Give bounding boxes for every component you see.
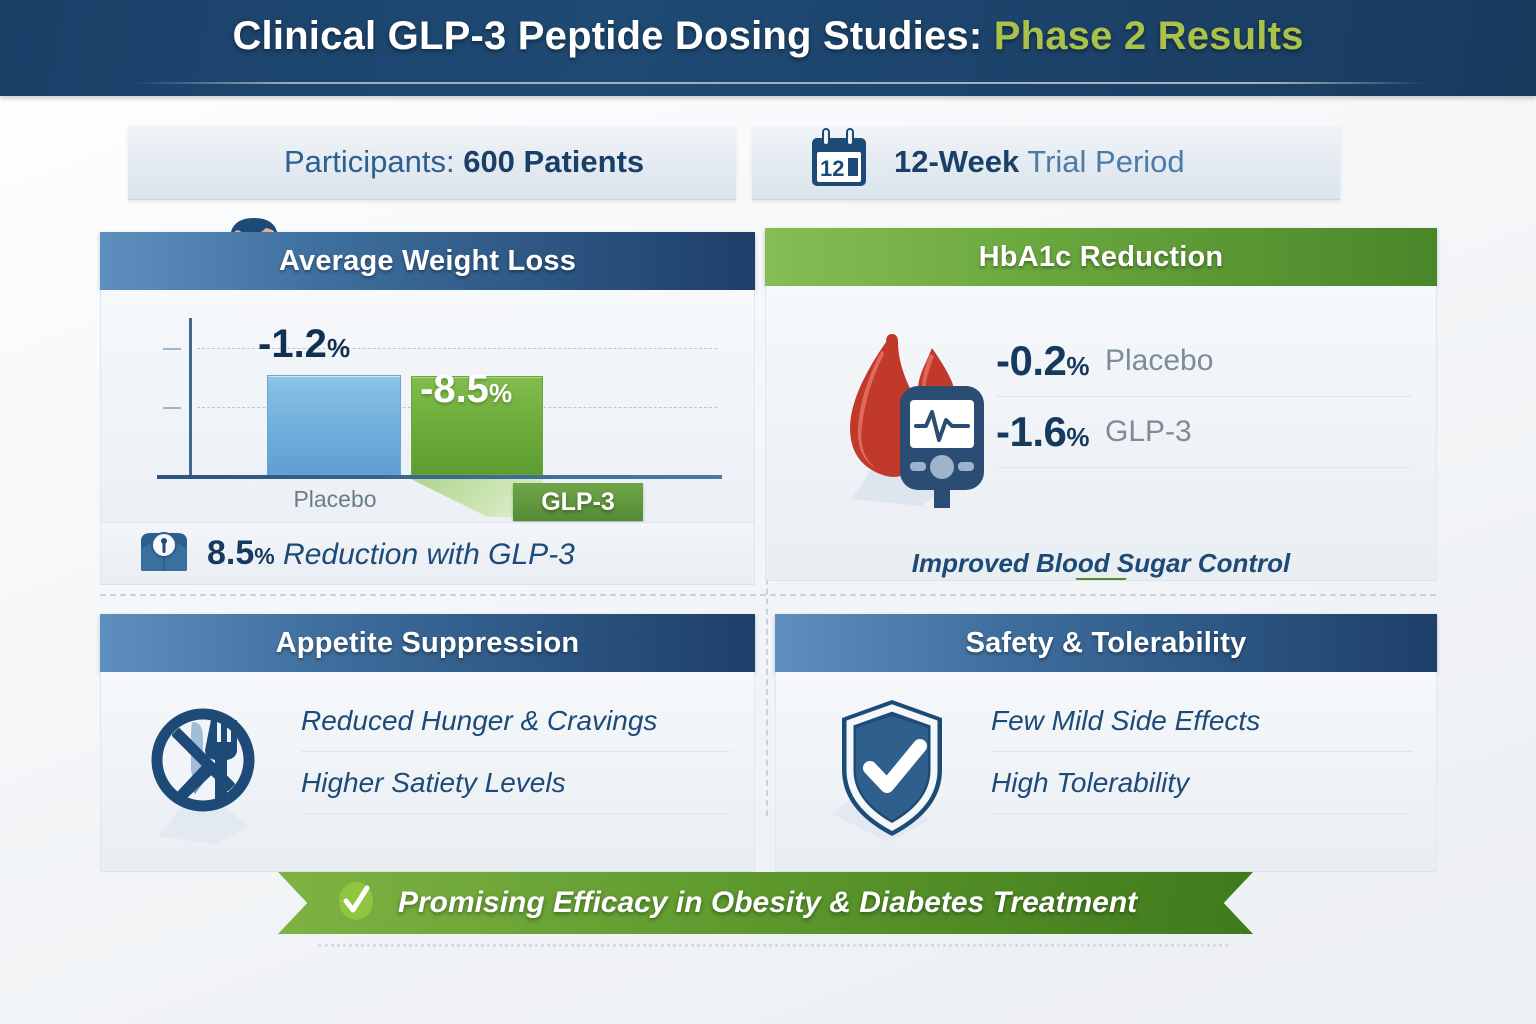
no-food-icon: [141, 694, 273, 844]
chart-y-axis: [189, 318, 192, 476]
bar-pct-placebo: %: [326, 333, 351, 363]
down-arrow-icon: [1075, 578, 1127, 580]
hba1c-group-glp3: GLP-3: [1105, 415, 1192, 448]
hba1c-num-glp3: -1.6: [996, 408, 1067, 455]
hba1c-value-glp3: -1.6%: [996, 408, 1089, 456]
weight-scale-icon: [137, 529, 191, 578]
weight-loss-bar-chart: -1.2% -8.5% Placebo GLP-3: [101, 290, 754, 522]
panel-header-hba1c: HbA1c Reduction: [765, 228, 1437, 286]
bar-label-placebo: -1.2%: [258, 322, 350, 367]
bar-category-glp3: GLP-3: [513, 483, 643, 521]
calendar-icon: 12: [806, 127, 872, 197]
panel-average-weight-loss: Average Weight Loss -1.2% -8.5% Placebo …: [100, 232, 755, 585]
participants-lead: Participants:: [284, 144, 464, 179]
page-title-accent: Phase 2 Results: [993, 14, 1304, 58]
weight-footer-pct: %: [254, 543, 275, 569]
panel-header-safety: Safety & Tolerability: [775, 614, 1437, 672]
chart-tick-1: [163, 348, 181, 350]
page-title-main: Clinical GLP-3 Peptide Dosing Studies:: [232, 14, 983, 58]
page-title: Clinical GLP-3 Peptide Dosing Studies: P…: [0, 14, 1536, 59]
shield-check-icon: [826, 694, 958, 844]
trial-period-label: 12-Week Trial Period: [894, 144, 1185, 180]
chart-x-axis: [157, 475, 722, 479]
bar-label-glp3: -8.5%: [420, 367, 512, 412]
panel-title-appetite: Appetite Suppression: [275, 626, 580, 659]
hba1c-group-placebo: Placebo: [1105, 344, 1214, 377]
panel-header-appetite: Appetite Suppression: [100, 614, 755, 672]
appetite-list: Reduced Hunger & Cravings Higher Satiety…: [301, 690, 730, 814]
bar-pct-glp3: %: [488, 378, 513, 408]
hba1c-row-placebo: -0.2% Placebo: [996, 326, 1412, 397]
bar-placebo: [267, 375, 401, 475]
chart-gridline-1: [197, 348, 717, 349]
check-circle-icon: [334, 879, 378, 928]
top-stat-row: Participants: 600 Patients 12 12-Week Tr…: [0, 110, 1536, 357]
panel-body-safety: Few Mild Side Effects High Tolerability: [775, 672, 1437, 872]
list-item: High Tolerability: [991, 752, 1412, 814]
conclusion-banner: Promising Efficacy in Obesity & Diabetes…: [278, 872, 1253, 934]
conclusion-text: Promising Efficacy in Obesity & Diabetes…: [398, 886, 1138, 919]
panel-header-weight: Average Weight Loss: [100, 232, 755, 290]
participants-value: 600 Patients: [463, 144, 645, 179]
panel-body-hba1c: -0.2% Placebo -1.6% GLP-3 Improved Blood…: [765, 286, 1437, 581]
list-item: Reduced Hunger & Cravings: [301, 690, 730, 752]
bar-glp3: [411, 376, 543, 475]
banner-underline: [318, 944, 1228, 947]
bar-value-placebo: -1.2: [258, 322, 327, 366]
hba1c-note: Improved Blood Sugar Control: [911, 548, 1291, 578]
svg-text:12: 12: [820, 156, 844, 181]
trial-period-stat: 12 12-Week Trial Period: [752, 124, 1340, 200]
list-item: Higher Satiety Levels: [301, 752, 730, 814]
panel-title-weight: Average Weight Loss: [278, 244, 577, 277]
hba1c-num-placebo: -0.2: [996, 337, 1067, 384]
chart-tick-2: [163, 407, 181, 409]
participants-stat: Participants: 600 Patients: [128, 124, 736, 200]
horizontal-divider: [100, 594, 1436, 596]
panel-hba1c-reduction: HbA1c Reduction -0.2%: [765, 228, 1437, 581]
weight-footer-caption: Reduction with GLP-3: [274, 538, 575, 571]
weight-footer-value: 8.5: [207, 534, 255, 572]
bar-category-placebo: Placebo: [293, 486, 377, 512]
hba1c-pct-glp3: %: [1066, 422, 1089, 452]
bar-value-glp3: -8.5: [420, 367, 489, 411]
panel-title-hba1c: HbA1c Reduction: [978, 240, 1224, 273]
safety-list: Few Mild Side Effects High Tolerability: [991, 690, 1412, 814]
bar-category-glp3-label: GLP-3: [541, 487, 615, 516]
weight-footer-text: 8.5% Reduction with GLP-3: [207, 534, 575, 573]
participants-label: Participants: 600 Patients: [284, 144, 644, 180]
panel-body-weight: -1.2% -8.5% Placebo GLP-3: [100, 290, 755, 585]
header-bar: Clinical GLP-3 Peptide Dosing Studies: P…: [0, 0, 1536, 96]
trial-period-suffix: Trial Period: [1019, 144, 1185, 179]
panel-title-safety: Safety & Tolerability: [965, 626, 1247, 659]
weight-footer: 8.5% Reduction with GLP-3: [101, 522, 754, 584]
panel-safety-tolerability: Safety & Tolerability Few Mild Side Effe…: [775, 614, 1437, 872]
title-underline: [133, 82, 1426, 84]
hba1c-row-glp3: -1.6% GLP-3: [996, 397, 1412, 468]
trial-period-value: 12-Week: [894, 144, 1020, 179]
hba1c-rows: -0.2% Placebo -1.6% GLP-3: [996, 326, 1412, 468]
panel-appetite-suppression: Appetite Suppression Reduced Hunger & Cr…: [100, 614, 755, 872]
panel-body-appetite: Reduced Hunger & Cravings Higher Satiety…: [100, 672, 755, 872]
hba1c-pct-placebo: %: [1066, 351, 1089, 381]
blood-drop-glucometer-icon: [826, 324, 1016, 514]
list-item: Few Mild Side Effects: [991, 690, 1412, 752]
hba1c-value-placebo: -0.2%: [996, 337, 1089, 385]
